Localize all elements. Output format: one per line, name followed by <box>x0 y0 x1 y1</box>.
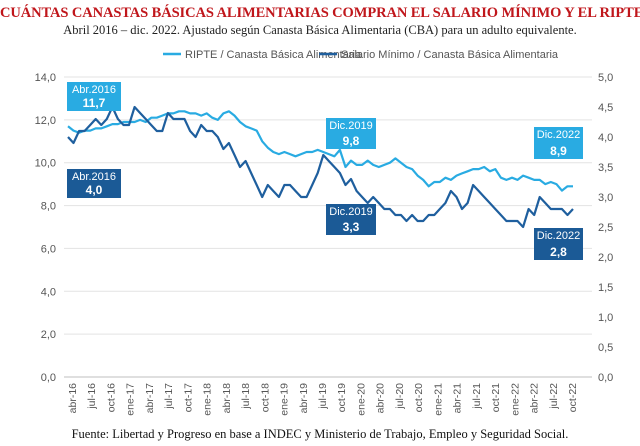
x-tick-label: oct-20 <box>413 383 425 412</box>
y-left-tick-label: 0,0 <box>41 372 56 384</box>
left-axis-ticks: 0,0 2,0 4,0 6,0 8,0 10,0 12,0 14,0 <box>35 72 56 384</box>
x-tick-label: oct-22 <box>567 383 579 412</box>
x-tick-label: abr-22 <box>529 383 541 414</box>
y-right-tick-label: 0,5 <box>598 342 613 354</box>
y-right-tick-label: 2,5 <box>598 222 613 234</box>
y-right-tick-label: 4,5 <box>598 102 613 114</box>
x-tick-label: abr-16 <box>67 383 79 414</box>
annotation-value: 9,8 <box>343 134 360 148</box>
annotation-box <box>67 82 121 111</box>
annotation-date: Dic.2019 <box>329 120 372 132</box>
x-tick-label: ene-19 <box>279 383 291 416</box>
annotation-value: 3,3 <box>343 220 360 234</box>
right-axis-ticks: 0,0 0,5 1,0 1,5 2,0 2,5 3,0 3,5 4,0 4,5 5,0 <box>598 72 613 384</box>
y-left-tick-label: 8,0 <box>41 201 56 213</box>
x-tick-label: ene-22 <box>509 383 521 416</box>
x-tick-label: oct-16 <box>105 383 117 412</box>
y-left-tick-label: 6,0 <box>41 243 56 255</box>
x-tick-label: ene-17 <box>125 383 137 416</box>
chart-title: CUÁNTAS CANASTAS BÁSICAS ALIMENTARIAS CO… <box>0 5 640 21</box>
annotation-value: 11,7 <box>83 96 106 110</box>
salario-minimo-line <box>67 105 574 229</box>
y-left-tick-label: 4,0 <box>41 286 56 298</box>
annotation-value: 2,8 <box>550 245 567 259</box>
annotation-date: Dic.2022 <box>537 129 580 141</box>
y-right-tick-label: 1,0 <box>598 312 613 324</box>
y-right-tick-label: 2,0 <box>598 252 613 264</box>
x-tick-label: abr-17 <box>144 383 156 414</box>
x-tick-label: jul-20 <box>394 383 406 410</box>
y-right-tick-label: 4,0 <box>598 132 613 144</box>
y-left-tick-label: 2,0 <box>41 329 56 341</box>
annotation-box <box>534 228 583 260</box>
x-tick-label: jul-17 <box>163 383 175 410</box>
x-tick-label: oct-18 <box>259 383 271 412</box>
annotation-date: Dic.2019 <box>329 206 372 218</box>
annotation-value: 8,9 <box>550 144 567 158</box>
chart-subtitle: Abril 2016 – dic. 2022. Ajustado según C… <box>63 23 577 37</box>
annotation-date: Dic.2022 <box>537 230 580 242</box>
x-tick-label: oct-17 <box>182 383 194 412</box>
x-tick-label: ene-21 <box>432 383 444 416</box>
legend-salario-minimo-label: Salario Mínimo / Canasta Básica Alimenta… <box>341 49 559 61</box>
x-tick-label: ene-18 <box>202 383 214 416</box>
x-tick-label: oct-19 <box>336 383 348 412</box>
y-left-tick-label: 14,0 <box>35 72 56 84</box>
x-tick-label: jul-18 <box>240 383 252 410</box>
x-tick-label: jul-16 <box>86 383 98 410</box>
series-lines <box>67 105 574 229</box>
x-tick-label: jul-22 <box>548 383 560 410</box>
x-tick-label: jul-19 <box>317 383 329 410</box>
y-left-tick-label: 10,0 <box>35 158 56 170</box>
y-right-tick-label: 3,0 <box>598 192 613 204</box>
y-right-tick-label: 3,5 <box>598 162 613 174</box>
x-tick-label: abr-19 <box>298 383 310 414</box>
ripte-line <box>67 110 573 192</box>
annotation-box <box>326 118 376 149</box>
legend-ripte-label: RIPTE / Canasta Básica Alimentaria <box>185 49 362 61</box>
x-tick-label: abr-18 <box>221 383 233 414</box>
annotation-value: 4,0 <box>86 183 103 197</box>
x-axis-ticks: abr-16 jul-16 oct-16 ene-17 abr-17 jul-17 oct-… <box>67 383 579 416</box>
annotation-date: Abr.2016 <box>72 171 116 183</box>
annotation-labels: Abr.201611,7Abr.20164,0Dic.20199,8Dic.20… <box>67 82 583 260</box>
y-right-tick-label: 5,0 <box>598 72 613 84</box>
annotation-box <box>67 169 121 198</box>
x-tick-label: abr-20 <box>375 383 387 414</box>
x-tick-label: oct-21 <box>490 383 502 412</box>
annotation-date: Abr.2016 <box>72 84 116 96</box>
y-left-tick-label: 12,0 <box>35 115 56 127</box>
legend: RIPTE / Canasta Básica AlimentariaSalari… <box>163 49 559 61</box>
x-tick-label: jul-21 <box>471 383 483 410</box>
annotation-box <box>326 204 376 235</box>
source-note: Fuente: Libertad y Progreso en base a IN… <box>71 427 569 441</box>
y-right-tick-label: 1,5 <box>598 282 613 294</box>
x-tick-label: abr-21 <box>452 383 464 414</box>
x-tick-label: ene-20 <box>355 383 367 416</box>
y-right-tick-label: 0,0 <box>598 372 613 384</box>
annotation-box <box>534 127 583 159</box>
